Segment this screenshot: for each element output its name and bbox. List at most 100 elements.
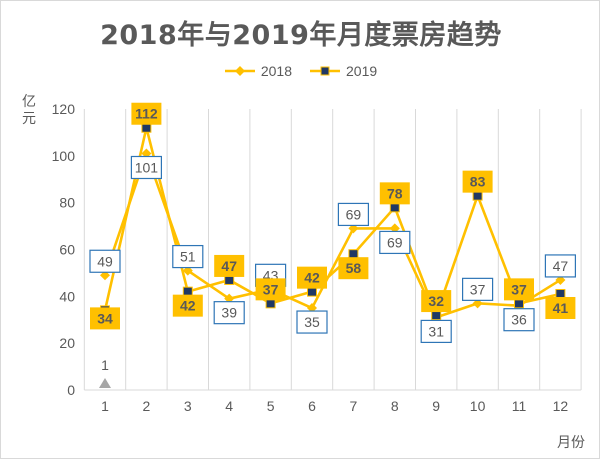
data-label-2018-box (130, 155, 162, 180)
x-tick-label: 5 (267, 398, 275, 414)
data-label-2018-text: 36 (511, 312, 527, 328)
data-label-2018-box (337, 202, 369, 227)
data-label-2019: 58 (338, 257, 369, 280)
data-label-2019-box (421, 290, 452, 313)
data-label-2019-box (131, 102, 162, 125)
x-tick-label: 2 (143, 398, 151, 414)
data-label-2019-text: 42 (304, 270, 320, 286)
data-label-2019-box (462, 170, 493, 193)
y-axis-label: 亿元 (22, 94, 36, 127)
data-label-2018-box (296, 310, 328, 334)
legend-swatch-2019 (310, 66, 340, 76)
data-label-2019: 37 (504, 278, 534, 301)
y-tick-label: 20 (59, 335, 75, 351)
data-label-2019-text: 37 (511, 281, 527, 297)
data-label-2019-text: 83 (470, 174, 486, 190)
data-label-2019-text: 112 (135, 106, 158, 122)
data-label-2018-box (172, 244, 204, 269)
data-label-2019: 32 (421, 290, 452, 313)
x-tick-label: 12 (553, 398, 569, 414)
data-label-2019: 34 (90, 307, 120, 330)
data-label-2018-text: 69 (387, 234, 403, 250)
data-label-2019-box (214, 254, 245, 277)
y-tick-label: 60 (59, 242, 75, 258)
annotation-label: 1 (101, 357, 109, 373)
data-label-2018-box (420, 319, 452, 344)
y-tick-label: 40 (59, 288, 75, 304)
legend-swatch-2018 (224, 66, 255, 76)
data-label-2019-text: 41 (553, 300, 569, 316)
x-tick-label: 11 (512, 398, 527, 414)
legend-item-2019: 2019 (310, 63, 377, 79)
x-tick-label: 8 (391, 398, 399, 414)
data-label-2019-box (297, 266, 327, 289)
y-tick-label: 120 (52, 101, 76, 117)
data-label-2019-text: 47 (221, 258, 237, 274)
data-label-2018-box (462, 277, 494, 301)
data-label-2018-text: 101 (135, 159, 159, 175)
x-axis-label: 月份 (557, 435, 585, 451)
data-label-2018-text: 49 (97, 253, 113, 269)
data-label-2019: 112 (131, 102, 162, 125)
legend-label-2018: 2018 (260, 63, 292, 79)
x-tick-label: 1 (101, 398, 109, 414)
legend-item-2018: 2018 (224, 63, 292, 79)
data-label-2018-text: 51 (180, 249, 196, 265)
data-label-2018-text: 47 (553, 258, 569, 274)
data-label-2019: 78 (379, 182, 410, 205)
data-label-2019-text: 58 (346, 260, 362, 276)
y-tick-label: 80 (59, 195, 75, 211)
data-label-2019-box (90, 307, 120, 330)
data-label-2018-box (213, 301, 245, 325)
x-tick-label: 4 (225, 398, 233, 414)
data-label-2019-text: 32 (428, 293, 444, 309)
data-label-2019-text: 37 (263, 281, 279, 297)
annotation-triangle (99, 378, 111, 388)
data-label-2019: 83 (462, 170, 493, 193)
data-label-2019-text: 42 (180, 298, 196, 314)
legend-label-2019: 2019 (346, 63, 378, 79)
x-tick-label: 3 (184, 398, 192, 414)
data-label-2019: 42 (172, 294, 203, 317)
data-label-2018: 51 (172, 244, 204, 269)
data-label-2019-text: 34 (97, 310, 113, 326)
data-label-2019-box (338, 257, 369, 280)
data-label-2019-box (504, 278, 534, 301)
y-tick-label: 0 (67, 382, 75, 398)
data-label-2018: 69 (379, 230, 411, 255)
data-label-2018: 47 (544, 254, 577, 278)
data-label-2019: 47 (214, 254, 245, 277)
data-label-2018: 37 (462, 277, 494, 301)
data-label-2019-box (172, 294, 203, 317)
data-label-2018-text: 69 (346, 206, 362, 222)
data-label-2018-box (503, 308, 535, 332)
data-label-2019: 41 (545, 296, 576, 319)
x-tick-label: 10 (470, 398, 486, 414)
data-label-2019-box (379, 182, 410, 205)
data-label-2018-text: 39 (221, 305, 237, 321)
data-label-2019: 37 (255, 278, 286, 301)
legend: 2018 2019 (1, 63, 600, 79)
data-label-2018-box (379, 230, 411, 255)
data-label-2018-text: 37 (470, 281, 486, 297)
x-tick-label: 7 (350, 398, 358, 414)
data-label-2019: 42 (297, 266, 327, 289)
data-label-2018-box (544, 254, 577, 278)
x-tick-label: 6 (308, 398, 316, 414)
data-label-2018: 31 (420, 319, 452, 344)
data-label-2018: 36 (503, 308, 535, 332)
y-tick-label: 100 (52, 148, 76, 164)
x-tick-label: 9 (432, 398, 440, 414)
data-label-2018: 101 (130, 155, 162, 180)
data-label-2019-text: 78 (387, 185, 403, 201)
chart-title: 2018年与2019年月度票房趋势 (100, 20, 502, 51)
data-label-2018-text: 35 (304, 314, 320, 330)
data-label-2018: 35 (296, 310, 328, 334)
data-label-2019-box (255, 278, 286, 301)
data-label-2018-text: 31 (428, 323, 444, 339)
data-label-2019-box (545, 296, 576, 319)
data-label-2018-box (89, 249, 121, 273)
data-label-2018: 69 (337, 202, 369, 227)
